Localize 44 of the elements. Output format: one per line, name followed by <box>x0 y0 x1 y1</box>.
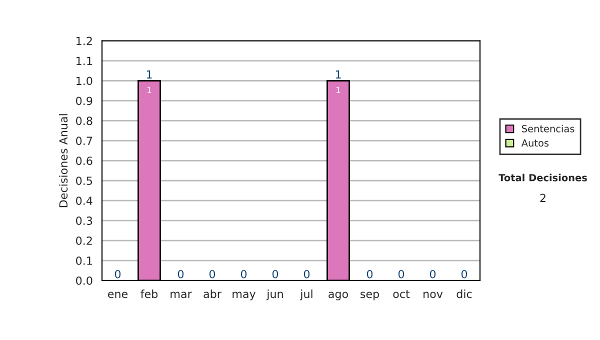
total-label: 0 <box>304 270 310 278</box>
x-tick-label: dic <box>456 290 472 298</box>
x-tick-label: ene <box>108 292 128 298</box>
total-label: 0 <box>240 270 247 278</box>
data-label: 1 <box>336 86 340 93</box>
y-tick-label: 1.0 <box>76 76 92 86</box>
data-label: 1 <box>148 86 152 93</box>
total-label: 0 <box>430 270 436 278</box>
total-label: 0 <box>398 270 404 278</box>
legend-label: Sentencias <box>522 124 574 132</box>
x-tick-label: sep <box>360 292 379 300</box>
total-label: 0 <box>209 270 216 278</box>
y-tick-label: 0.5 <box>76 176 92 186</box>
total-label: 0 <box>272 270 278 278</box>
y-tick-label: 0.8 <box>76 116 92 126</box>
x-tick-label: may <box>232 292 256 300</box>
text: Total Decisiones <box>498 174 587 182</box>
x-tick-label: jun <box>266 290 283 300</box>
y-tick-label: 0.9 <box>76 96 92 106</box>
text: 2 <box>540 194 546 202</box>
total-label: 0 <box>178 270 184 278</box>
y-tick-label: 0.6 <box>76 156 92 166</box>
y-tick-label: 0.3 <box>76 216 92 225</box>
y-axis-title: Decisiones Anual <box>58 114 68 208</box>
y-tick-label: 0.7 <box>76 136 92 146</box>
legend-label: Autos <box>521 139 549 147</box>
x-tick-label: abr <box>204 290 222 298</box>
total-label: 0 <box>461 270 468 278</box>
x-tick-label: feb <box>140 290 158 298</box>
y-tick-label: 0.0 <box>76 276 92 285</box>
y-tick-label: 1.2 <box>76 36 92 46</box>
x-tick-label: ago <box>328 292 348 300</box>
y-tick-label: 0.2 <box>76 236 92 245</box>
total-label: 0 <box>366 270 373 278</box>
y-tick-label: 0.4 <box>76 196 92 205</box>
y-tick-label: 1.1 <box>76 56 92 65</box>
total-label: 0 <box>114 270 121 278</box>
x-tick-label: mar <box>170 292 192 298</box>
x-tick-label: nov <box>424 292 443 298</box>
total-label: 1 <box>336 70 341 78</box>
total-label: 1 <box>146 70 152 78</box>
y-tick-label: 0.1 <box>76 256 92 265</box>
x-tick-label: oct <box>393 290 410 298</box>
x-tick-label: jul <box>300 290 312 300</box>
